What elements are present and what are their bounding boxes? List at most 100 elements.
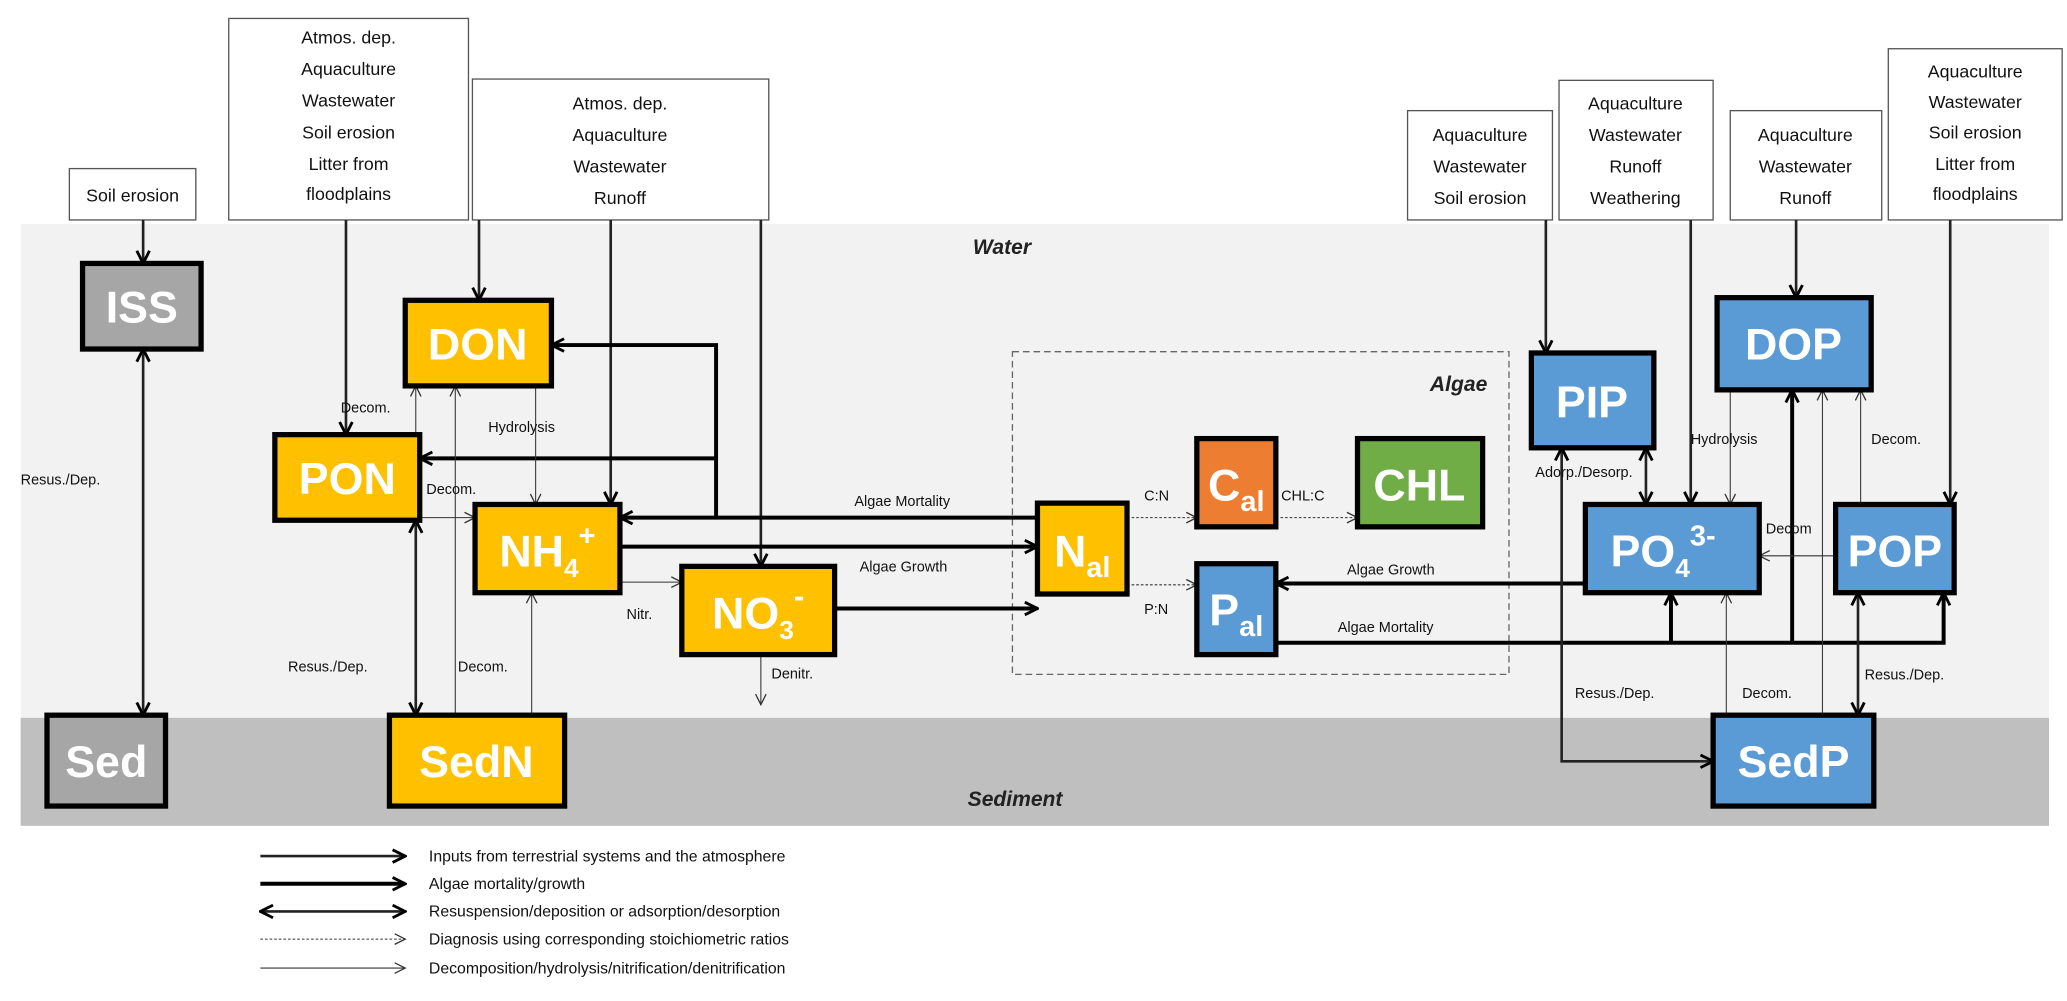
edge-label: Decom (1766, 521, 1812, 537)
edge-label: Nitr. (627, 607, 653, 623)
edge-label: Resus./Dep. (288, 660, 368, 676)
svg-text:Soil erosion: Soil erosion (302, 122, 395, 142)
svg-text:Aquaculture: Aquaculture (1758, 125, 1853, 145)
edge-label: Decom. (426, 482, 476, 498)
svg-text:Aquaculture: Aquaculture (1588, 93, 1683, 113)
node-sedp: SedP (1710, 712, 1877, 809)
svg-text:PO43-: PO43- (1611, 520, 1716, 583)
edge-label: Algae Mortality (854, 494, 950, 510)
node-chl: CHL (1354, 435, 1486, 530)
node-pal: Pal (1194, 561, 1279, 658)
source-box-dop: Aquaculture Wastewater Runoff (1729, 109, 1883, 221)
svg-text:PIP: PIP (1556, 378, 1628, 428)
svg-text:floodplains: floodplains (306, 184, 391, 204)
edge-label: CHL:C (1281, 488, 1324, 504)
edge-label: Resus./Dep. (1865, 668, 1945, 684)
legend-item: Resuspension/deposition or adsorption/de… (429, 904, 780, 921)
svg-text:SedN: SedN (419, 737, 533, 787)
node-dop: DOP (1714, 295, 1874, 393)
node-pip: PIP (1528, 350, 1657, 451)
node-iss: ISS (79, 260, 204, 352)
node-sedn: SedN (386, 712, 568, 809)
source-box-iss: Soil erosion (68, 167, 197, 221)
source-box-din: Atmos. dep. Aquaculture Wastewater Runoff (471, 78, 770, 221)
edge-label: Decom. (458, 660, 508, 676)
svg-text:Wastewater: Wastewater (1929, 92, 2022, 112)
edge-label: P:N (1144, 602, 1168, 618)
svg-text:Soil erosion: Soil erosion (1434, 188, 1527, 208)
node-nh4: NH4+ (472, 501, 623, 596)
svg-text:Weathering: Weathering (1590, 188, 1681, 208)
node-don: DON (402, 297, 555, 389)
svg-text:Atmos. dep.: Atmos. dep. (573, 93, 668, 113)
svg-text:SedP: SedP (1737, 737, 1849, 787)
nitrogen-flows (143, 345, 1357, 715)
node-pop: POP (1832, 501, 1957, 596)
svg-text:DOP: DOP (1745, 320, 1842, 370)
legend: Inputs from terrestrial systems and the … (260, 848, 789, 977)
svg-text:Atmos. dep.: Atmos. dep. (301, 27, 396, 47)
legend-item: Diagnosis using corresponding stoichiome… (429, 931, 789, 948)
edge-label: Algae Growth (860, 560, 948, 576)
edge-label: Resus./Dep. (1575, 686, 1655, 702)
edge-label: Decom. (1742, 686, 1792, 702)
phosphorus-flows (1276, 390, 1944, 761)
svg-text:Soil erosion: Soil erosion (1929, 122, 2022, 142)
svg-text:NH4+: NH4+ (499, 520, 595, 583)
node-nal: Nal (1034, 500, 1130, 597)
node-sed: Sed (44, 712, 169, 809)
svg-text:Wastewater: Wastewater (302, 91, 395, 111)
svg-text:Litter from: Litter from (309, 154, 389, 174)
svg-text:floodplains: floodplains (1933, 184, 2018, 204)
legend-item: Inputs from terrestrial systems and the … (429, 848, 786, 865)
svg-text:Litter from: Litter from (1935, 154, 2015, 174)
svg-text:ISS: ISS (106, 283, 178, 333)
water-label: Water (973, 236, 1033, 259)
svg-text:Wastewater: Wastewater (1589, 125, 1682, 145)
legend-item: Algae mortality/growth (429, 876, 585, 893)
edge-labels: Resus./Dep. Decom. Hydrolysis Decom. Alg… (21, 400, 1945, 702)
node-po4: PO43- (1582, 501, 1762, 596)
edge-label: C:N (1144, 488, 1169, 504)
svg-text:CHL: CHL (1373, 461, 1465, 511)
edge-label: Hydrolysis (1691, 432, 1758, 448)
svg-text:Soil erosion: Soil erosion (86, 186, 179, 206)
svg-text:Aquaculture: Aquaculture (301, 59, 396, 79)
node-cal: Cal (1194, 435, 1279, 530)
node-no3: NO3- (679, 563, 838, 658)
edge-label: Decom. (341, 400, 391, 416)
svg-text:PON: PON (299, 454, 396, 504)
legend-item: Decomposition/hydrolysis/nitrification/d… (429, 960, 785, 977)
source-box-pon: Atmos. dep. Aquaculture Wastewater Soil ero… (228, 17, 470, 221)
edge-label: Resus./Dep. (21, 473, 101, 489)
node-pon: PON (272, 432, 423, 523)
svg-text:Aquaculture: Aquaculture (1928, 62, 2023, 82)
source-box-po4: Aquaculture Wastewater Runoff Weathering (1558, 79, 1714, 221)
svg-text:Runoff: Runoff (594, 188, 646, 208)
svg-text:Aquaculture: Aquaculture (1433, 125, 1528, 145)
edge-label: Algae Growth (1347, 562, 1435, 578)
edge-label: Decom. (1871, 432, 1921, 448)
svg-text:Nal: Nal (1054, 526, 1111, 584)
source-box-pip: Aquaculture Wastewater Soil erosion (1406, 109, 1554, 221)
svg-text:Wastewater: Wastewater (1433, 157, 1526, 177)
source-box-pop: Aquaculture Wastewater Soil erosion Litter … (1887, 48, 2063, 221)
sediment-label: Sediment (968, 788, 1064, 811)
svg-text:NO3-: NO3- (712, 578, 804, 645)
svg-text:Runoff: Runoff (1779, 188, 1831, 208)
svg-text:Aquaculture: Aquaculture (573, 125, 668, 145)
edge-label: Adorp./Desorp. (1535, 465, 1632, 481)
svg-text:Runoff: Runoff (1609, 157, 1661, 177)
algae-label: Algae (1429, 373, 1488, 396)
svg-text:Sed: Sed (65, 737, 147, 787)
edge-label: Algae Mortality (1338, 620, 1434, 636)
edge-label: Denitr. (771, 666, 813, 682)
svg-text:Wastewater: Wastewater (1759, 157, 1852, 177)
svg-text:DON: DON (428, 320, 527, 370)
svg-text:Cal: Cal (1208, 461, 1265, 519)
svg-text:Pal: Pal (1209, 586, 1263, 644)
algae-group-box (1011, 351, 1510, 676)
svg-text:POP: POP (1848, 526, 1943, 576)
svg-text:Wastewater: Wastewater (573, 157, 666, 177)
